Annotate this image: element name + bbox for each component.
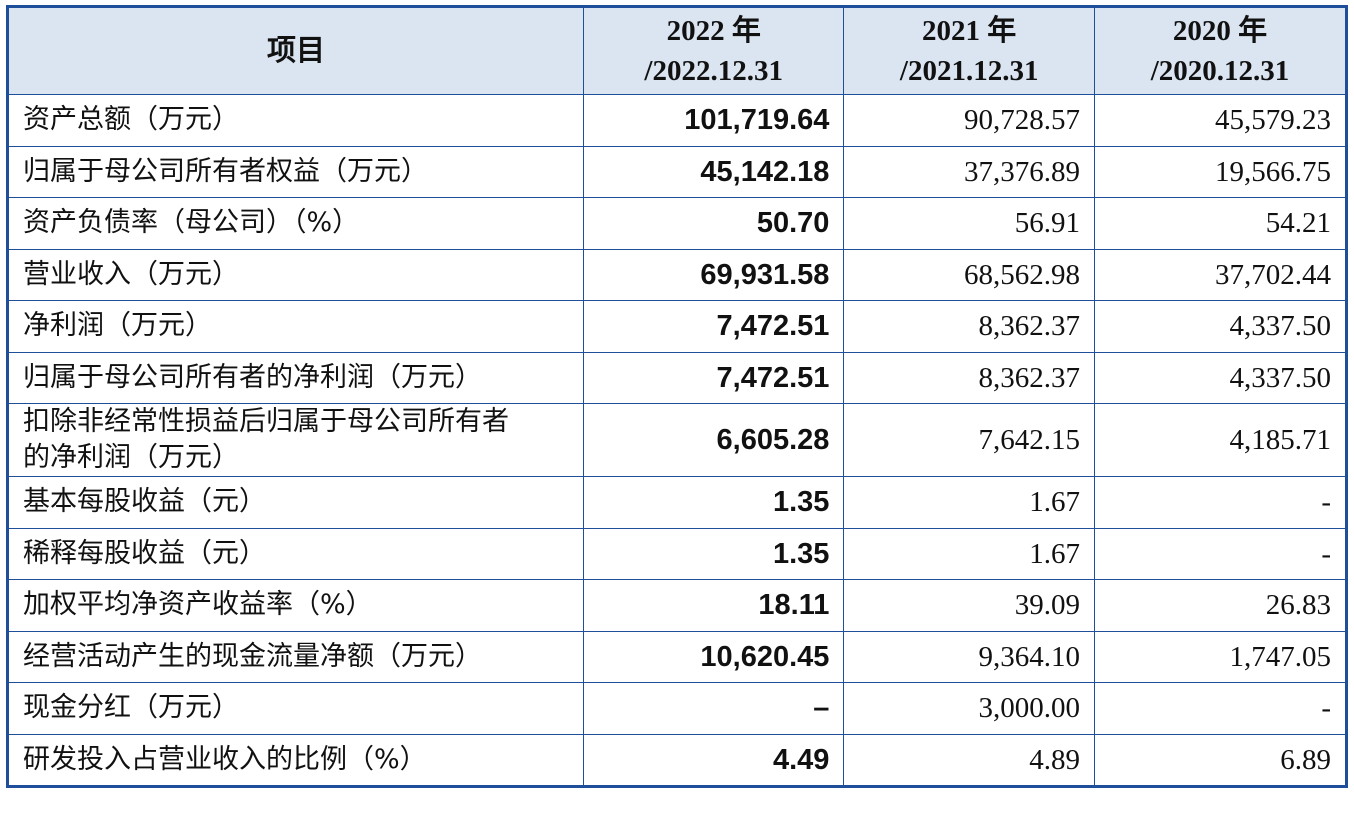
header-text: 2021 年 (922, 15, 1017, 47)
value-cell: - (1093, 476, 1348, 529)
value-cell: 39.09 (843, 579, 1095, 632)
table-row: 经营活动产生的现金流量净额（万元） 10,620.45 9,364.10 1,747.… (7, 630, 1348, 683)
value-cell: 1.35 (582, 527, 845, 580)
row-label: 稀释每股收益（元） (7, 527, 584, 580)
header-cell: 2022 年/2022.12.31 (582, 6, 845, 95)
row-label: 归属于母公司所有者权益（万元） (7, 145, 584, 198)
value-cell: 1,747.05 (1093, 630, 1348, 683)
header-row: 项目 2022 年/2022.12.31 2021 年/2021.12.31 2020… (7, 6, 1348, 95)
value-cell: - (1093, 527, 1348, 580)
table-row: 归属于母公司所有者的净利润（万元） 7,472.51 8,362.37 4,337.5… (7, 351, 1348, 404)
row-label: 基本每股收益（元） (7, 476, 584, 529)
value-cell: 90,728.57 (843, 94, 1095, 147)
value-cell: 54.21 (1093, 197, 1348, 250)
header-text: 2022 年 (666, 15, 761, 47)
value-cell: 69,931.58 (582, 248, 845, 301)
value-cell: 4,337.50 (1093, 351, 1348, 404)
value-cell: 26.83 (1093, 579, 1348, 632)
value-cell: 18.11 (582, 579, 845, 632)
value-cell: 9,364.10 (843, 630, 1095, 683)
value-cell: 6.89 (1093, 733, 1348, 787)
row-label: 加权平均净资产收益率（%） (7, 579, 584, 632)
row-label: 资产负债率（母公司）（%） (7, 197, 584, 250)
value-cell: 4.49 (582, 733, 845, 787)
table-row: 基本每股收益（元） 1.35 1.67- (7, 476, 1348, 529)
table-row: 扣除非经常性损益后归属于母公司所有者的净利润（万元） 6,605.28 7,642.… (7, 403, 1348, 477)
value-cell: 4.89 (843, 733, 1095, 787)
value-cell: 45,579.23 (1093, 94, 1348, 147)
table-row: 资产总额（万元） 101,719.64 90,728.57 45,579.23 (7, 94, 1348, 147)
table-row: 稀释每股收益（元） 1.35 1.67- (7, 527, 1348, 580)
table-row: 净利润（万元） 7,472.51 8,362.37 4,337.50 (7, 300, 1348, 353)
value-cell: 4,185.71 (1093, 403, 1348, 477)
row-label: 研发投入占营业收入的比例（%） (7, 733, 584, 787)
value-cell: 7,472.51 (582, 300, 845, 353)
financial-table: 项目 2022 年/2022.12.31 2021 年/2021.12.31 2020… (6, 5, 1348, 788)
row-label: 经营活动产生的现金流量净额（万元） (7, 630, 584, 683)
header-cell: 2021 年/2021.12.31 (843, 6, 1095, 95)
header-text: /2020.12.31 (1150, 55, 1290, 87)
value-cell: 7,642.15 (843, 403, 1095, 477)
header-text: /2022.12.31 (644, 55, 783, 87)
table-body: 资产总额（万元） 101,719.64 90,728.57 45,579.23 归属于母… (7, 94, 1348, 787)
value-cell: 6,605.28 (582, 403, 845, 477)
value-cell: 19,566.75 (1093, 145, 1348, 198)
header-text: 项目 (266, 35, 325, 67)
value-cell: 8,362.37 (843, 351, 1095, 404)
header-text: 2020 年 (1172, 15, 1268, 47)
header-cell: 项目 (7, 6, 584, 95)
row-label: 现金分红（万元） (7, 682, 584, 735)
value-cell: - (1093, 682, 1348, 735)
value-cell: 56.91 (843, 197, 1095, 250)
table-row: 归属于母公司所有者权益（万元） 45,142.18 37,376.89 19,566.… (7, 145, 1348, 198)
value-cell: 45,142.18 (582, 145, 845, 198)
value-cell: 50.70 (582, 197, 845, 250)
table-row: 研发投入占营业收入的比例（%） 4.49 4.89 6.89 (7, 733, 1348, 787)
value-cell: 3,000.00 (843, 682, 1095, 735)
value-cell: 1.67 (843, 476, 1095, 529)
value-cell: 7,472.51 (582, 351, 845, 404)
value-cell: 10,620.45 (582, 630, 845, 683)
value-cell: – (582, 682, 845, 735)
value-cell: 37,702.44 (1093, 248, 1348, 301)
value-cell: 101,719.64 (582, 94, 845, 147)
value-cell: 37,376.89 (843, 145, 1095, 198)
table-row: 资产负债率（母公司）（%） 50.70 56.91 54.21 (7, 197, 1348, 250)
row-label: 归属于母公司所有者的净利润（万元） (7, 351, 584, 404)
value-cell: 4,337.50 (1093, 300, 1348, 353)
row-label: 扣除非经常性损益后归属于母公司所有者的净利润（万元） (7, 403, 584, 477)
value-cell: 68,562.98 (843, 248, 1095, 301)
row-label: 净利润（万元） (7, 300, 584, 353)
row-label: 资产总额（万元） (7, 94, 584, 147)
header-cell: 2020 年/2020.12.31 (1093, 6, 1348, 95)
value-cell: 8,362.37 (843, 300, 1095, 353)
table-row: 加权平均净资产收益率（%） 18.11 39.09 26.83 (7, 579, 1348, 632)
header-text: /2021.12.31 (899, 55, 1039, 87)
table-row: 现金分红（万元） –3,000.00- (7, 682, 1348, 735)
value-cell: 1.67 (843, 527, 1095, 580)
row-label: 营业收入（万元） (7, 248, 584, 301)
table-row: 营业收入（万元） 69,931.58 68,562.98 37,702.44 (7, 248, 1348, 301)
value-cell: 1.35 (582, 476, 845, 529)
